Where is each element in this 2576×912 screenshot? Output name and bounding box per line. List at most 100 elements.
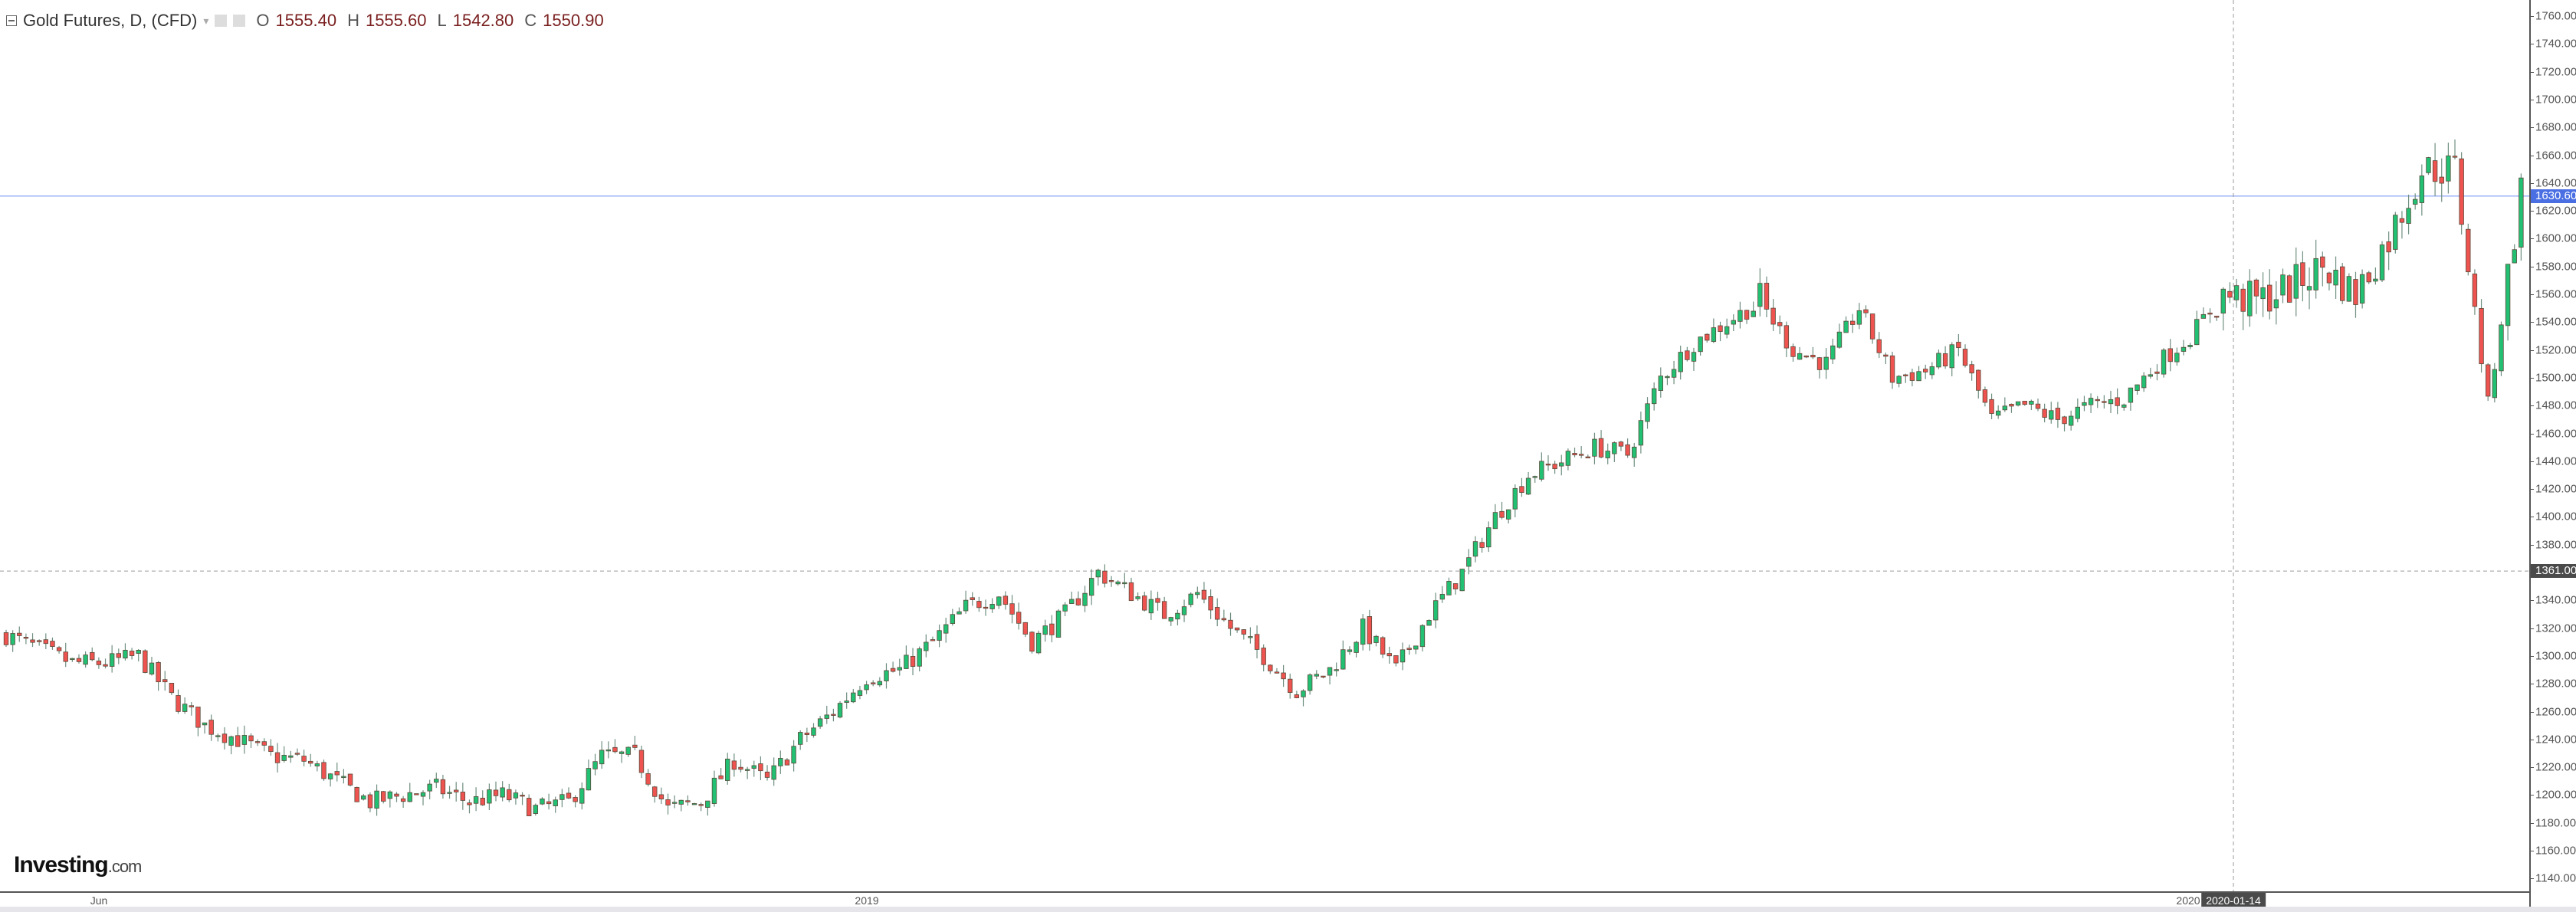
candle-up	[1691, 352, 1697, 362]
candle-up	[2108, 399, 2114, 405]
candle-up	[1148, 599, 1154, 614]
candle-up	[791, 746, 796, 764]
candle-up	[1836, 331, 1843, 348]
candle-down	[1016, 612, 1022, 624]
candle-up	[314, 763, 320, 766]
candle-down	[1956, 342, 1961, 349]
candle-up	[1042, 625, 1048, 635]
close-value: 1550.90	[543, 11, 604, 30]
candle-down	[2207, 313, 2213, 315]
candle-up	[950, 614, 956, 625]
candle-down	[294, 753, 300, 755]
candle-down	[2472, 274, 2478, 307]
candle-up	[1492, 512, 1498, 530]
candle-down	[1022, 622, 1029, 635]
candle-up	[2280, 274, 2286, 296]
candle-down	[731, 760, 737, 770]
candle-down	[1268, 664, 1273, 671]
candle-down	[50, 641, 55, 648]
candle-down	[1705, 333, 1710, 341]
candle-down	[1003, 595, 1009, 605]
candle-down	[784, 759, 790, 766]
candle-down	[804, 732, 810, 735]
candle-down	[76, 658, 82, 662]
candle-down	[1228, 619, 1233, 629]
candle-down	[394, 793, 399, 797]
gear-icon[interactable]	[233, 15, 246, 27]
candle-up	[671, 802, 678, 804]
candle-down	[1790, 346, 1796, 357]
candle-up	[1645, 403, 1650, 422]
candle-up	[1354, 641, 1359, 653]
candle-up	[1612, 442, 1617, 454]
candle-up	[2519, 177, 2524, 248]
candle-up	[2346, 276, 2352, 302]
time-tick-label: Jun	[90, 894, 108, 907]
candle-down	[400, 798, 406, 802]
candle-down	[1989, 399, 1994, 414]
candle-up	[487, 789, 492, 804]
candle-down	[665, 799, 671, 805]
price-tick-label: 1340.00	[2535, 593, 2576, 607]
candle-down	[347, 773, 353, 786]
candle-down	[261, 741, 267, 746]
candle-up	[1472, 541, 1478, 557]
candle-up	[744, 769, 750, 771]
candle-down	[2466, 228, 2471, 273]
candle-up	[963, 599, 969, 612]
price-tick-label: 1500.00	[2535, 371, 2576, 385]
candle-down	[1499, 510, 1505, 518]
candle-up	[1088, 578, 1094, 596]
price-tick-label: 1480.00	[2535, 399, 2576, 412]
candle-down	[507, 789, 512, 801]
candle-up	[857, 690, 863, 696]
candle-up	[1751, 310, 1756, 317]
candle-down	[1215, 607, 1220, 620]
candle-down	[274, 752, 281, 763]
candle-up	[1738, 310, 1743, 322]
candle-down	[2353, 279, 2358, 305]
candle-up	[1856, 310, 1862, 325]
candle-up	[434, 779, 439, 783]
candle-up	[851, 692, 856, 703]
candle-up	[1936, 353, 1941, 368]
candle-up	[817, 718, 823, 727]
candle-up	[1115, 581, 1121, 585]
candle-up	[2135, 384, 2140, 391]
candle-up	[579, 788, 585, 804]
candle-down	[758, 763, 763, 772]
price-tick	[2531, 822, 2534, 824]
candle-down	[56, 647, 62, 651]
time-axis[interactable]: Jun 2019 2020 2020-01-14	[0, 891, 2529, 908]
candle-down	[1816, 357, 1823, 370]
price-tick-label: 1440.00	[2535, 454, 2576, 468]
candle-down	[1982, 389, 1988, 403]
candle-down	[453, 789, 459, 792]
candle-down	[1161, 601, 1167, 619]
candle-down	[1744, 310, 1750, 320]
candle-up	[1505, 509, 1511, 520]
chevron-down-icon[interactable]: ▾	[203, 14, 209, 27]
candle-down	[1618, 441, 1624, 447]
candle-down	[176, 695, 181, 712]
candle-up	[1175, 612, 1180, 620]
eye-icon[interactable]	[215, 15, 228, 27]
price-axis[interactable]: 1140.00 1160.00 1180.00 1200.00 1220.00 1240.…	[2529, 0, 2576, 907]
candle-down	[334, 771, 340, 776]
candle-up	[924, 641, 929, 651]
candle-down	[222, 733, 228, 743]
candle-down	[566, 792, 572, 799]
candle-down	[2452, 156, 2458, 158]
candle-down	[632, 744, 638, 748]
collapse-icon[interactable]	[6, 15, 17, 26]
candle-up	[109, 653, 115, 667]
candle-down	[2326, 272, 2332, 284]
price-tick	[2531, 405, 2534, 407]
price-tick	[2531, 878, 2534, 880]
candle-up	[1916, 371, 1921, 382]
price-tick	[2531, 377, 2534, 379]
candle-down	[248, 735, 254, 742]
time-tick-label: 2020	[2176, 894, 2200, 907]
price-chart[interactable]	[0, 0, 2529, 891]
candle-up	[592, 761, 598, 769]
